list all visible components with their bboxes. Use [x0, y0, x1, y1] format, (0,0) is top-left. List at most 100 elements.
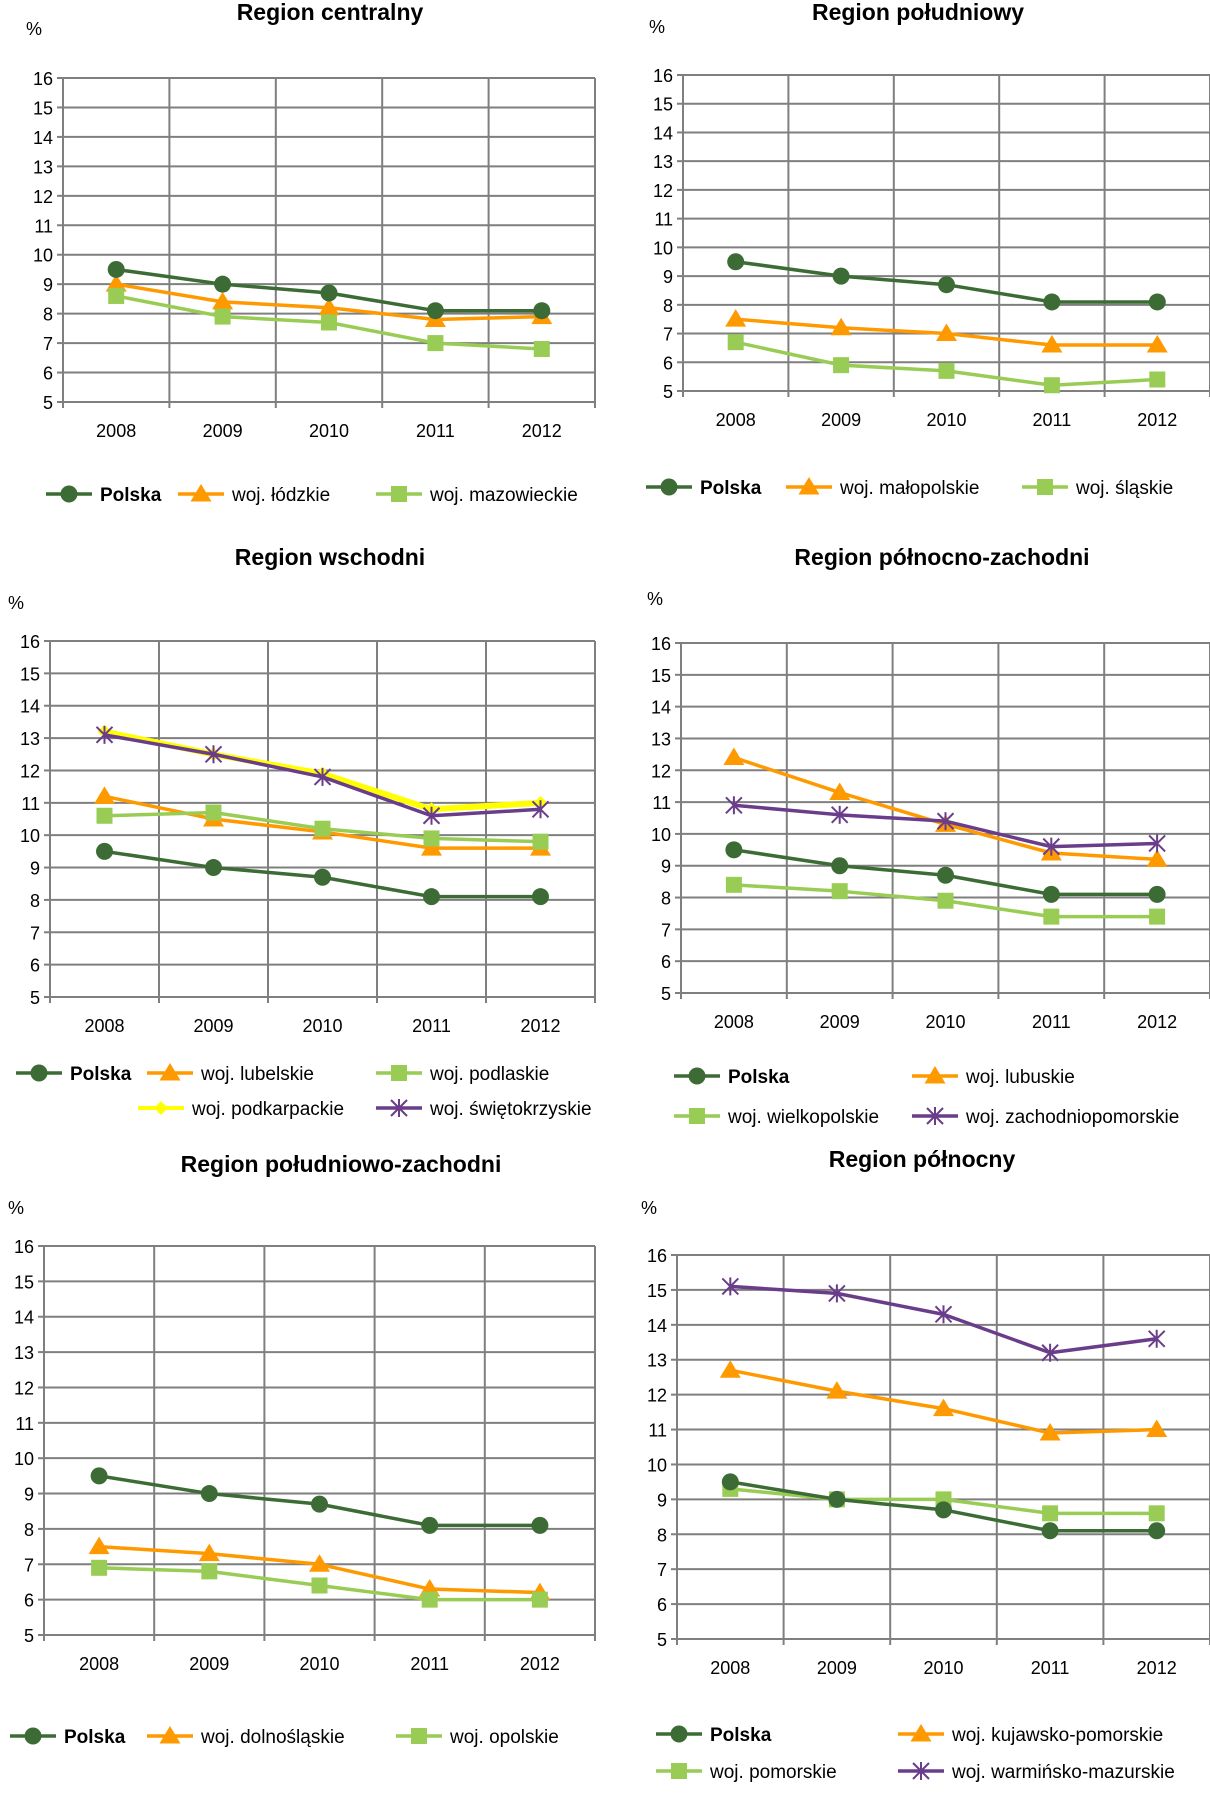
chart-3-legend-label: woj. podlaskie [429, 1064, 549, 1085]
chart-6-series-2-point [1146, 1419, 1168, 1438]
chart-2-series-2-point-shape [725, 309, 747, 327]
chart-3-series-5-point [531, 800, 550, 819]
chart-2-legend-swatch-marker [1037, 479, 1053, 495]
chart-3-legend-item-5: woj. świętokrzyskie [376, 1099, 592, 1120]
chart-1-series-1-point [533, 302, 551, 320]
chart-4-series-2 [723, 747, 1168, 867]
chart-1-legend-swatch-marker-shape [60, 485, 78, 503]
chart-5-legend-swatch-marker [24, 1727, 42, 1745]
chart-1-legend-label: woj. mazowieckie [429, 485, 578, 506]
chart-4-ytick-label: 10 [651, 825, 671, 845]
chart-4-series-3-point [831, 883, 848, 900]
chart-4-ytick-label: 6 [661, 952, 671, 972]
chart-5-ytick-label: 14 [14, 1308, 34, 1328]
chart-4-series-3-point [725, 876, 742, 893]
chart-1-xtick-label: 2011 [416, 421, 455, 441]
chart-2-series-3-point [833, 357, 850, 374]
chart-5-series-1-point-shape [421, 1516, 439, 1534]
chart-1-series-1-point-shape [107, 260, 125, 278]
chart-6-xtick-label: 2012 [1137, 1658, 1177, 1678]
chart-1-xtick-label: 2008 [96, 421, 136, 441]
chart-1-series-2-point [318, 297, 340, 316]
chart-5-series-2-point-shape [198, 1543, 220, 1562]
chart-1-ytick-label: 12 [33, 187, 53, 207]
chart-5-series-1-point-shape [531, 1516, 549, 1534]
chart-2-ytick-label: 9 [663, 267, 673, 287]
chart-4-xtick-label: 2012 [1137, 1012, 1177, 1032]
chart-4-series-2-point-shape [1146, 849, 1168, 867]
chart-6-ytick-label: 7 [657, 1560, 667, 1580]
chart-6-series-2-point-shape [826, 1381, 848, 1399]
chart-3-legend-label: woj. lubelskie [200, 1064, 314, 1085]
chart-5-series-1 [90, 1467, 549, 1534]
chart-6-series-2 [719, 1360, 1168, 1441]
chart-4-xtick-label: 2011 [1032, 1012, 1071, 1032]
chart-4-title: Region północno-zachodni [794, 544, 1089, 570]
chart-6-series-4-point [1147, 1329, 1166, 1348]
chart-6-ytick-label: 15 [647, 1281, 667, 1301]
chart-6-legend-swatch-marker-shape [670, 1725, 688, 1743]
chart-4-series-2-point-shape [723, 747, 745, 766]
chart-5-xtick-label: 2010 [299, 1654, 339, 1674]
chart-1-series-1-point [214, 275, 232, 293]
chart-2-ytick-label: 11 [654, 210, 673, 230]
chart-6-ytick-label: 11 [648, 1421, 667, 1441]
chart-5-series-1-point-shape [90, 1467, 108, 1485]
chart-2-ytick-label: 12 [653, 181, 673, 201]
chart-5-series-3-point [311, 1577, 328, 1594]
chart-5-ytick-label: 11 [15, 1414, 34, 1434]
chart-2-series-2-point-shape [830, 317, 852, 336]
chart-1-ytick-label: 16 [33, 69, 53, 89]
chart-5-legend-item-3: woj. opolskie [396, 1727, 559, 1748]
chart-3-xtick-label: 2008 [84, 1016, 124, 1036]
chart-6-series-2-point-shape [719, 1360, 741, 1378]
chart-5-series-2-point [309, 1554, 330, 1572]
chart-2-legend-item-1: Polska [646, 478, 762, 499]
chart-6-series-2-point-shape [1146, 1419, 1168, 1438]
chart-6-title: Region północny [829, 1146, 1016, 1172]
chart-2-series-1-point [1148, 293, 1166, 311]
chart-1-legend-item-3: woj. mazowieckie [376, 485, 578, 506]
chart-5-legend-item-1: Polska [10, 1727, 126, 1748]
chart-3-series-3-point [96, 807, 113, 824]
chart-2-legend-swatch-marker [660, 478, 678, 496]
chart-1-ytick-label: 13 [33, 157, 53, 177]
chart-3-series-3-point [532, 833, 549, 850]
chart-3-legend-item-4: woj. podkarpackie [138, 1099, 344, 1120]
chart-3-ytick-label: 6 [30, 956, 40, 976]
chart-4-series-1-point-shape [1042, 885, 1060, 903]
chart-1-legend-label: Polska [100, 485, 162, 506]
chart-3-ytick-label: 11 [21, 794, 40, 814]
chart-1-series-1-point [426, 302, 444, 320]
chart-5-legend-swatch-marker-shape [24, 1727, 42, 1745]
chart-6-legend-swatch-marker [671, 1763, 687, 1779]
chart-6-series-2-point [719, 1360, 741, 1378]
chart-4: Region północno-zachodni% 5 6 7 8 9 10 11 12 13 14… [647, 544, 1210, 1128]
chart-2-ytick-label: 13 [653, 152, 673, 172]
chart-3-series-3-point-shape [532, 833, 549, 850]
chart-3-series-1-point-shape [423, 888, 440, 906]
chart-4-series-1-point-shape [937, 866, 954, 884]
chart-4-xtick-label: 2009 [820, 1012, 860, 1032]
chart-4-series-2-point [1146, 849, 1168, 867]
chart-6-legend-label: woj. pomorskie [709, 1762, 837, 1783]
chart-2-series-1-point-shape [1148, 293, 1166, 311]
chart-3-title: Region wschodni [235, 544, 425, 570]
chart-1-series-3-point-shape [321, 314, 337, 331]
chart-4-ytick-label: 5 [661, 984, 671, 1004]
chart-6-legend-item-3: woj. pomorskie [656, 1762, 837, 1783]
chart-3-ytick-label: 10 [20, 826, 40, 846]
chart-6-ytick-label: 14 [647, 1316, 667, 1336]
chart-6-series-4-point [1041, 1343, 1059, 1362]
chart-6-series-4 [721, 1277, 1166, 1362]
chart-2-legend-item-3: woj. śląskie [1022, 478, 1173, 499]
chart-5-series-1-point [200, 1485, 218, 1503]
chart-4-legend-item-2: woj. lubuskie [912, 1066, 1075, 1088]
chart-4-legend-swatch-marker [688, 1067, 706, 1085]
chart-6-series-2-point-shape [1039, 1423, 1061, 1441]
chart-6-series-2-point [933, 1398, 954, 1417]
chart-2-series-3-point [938, 362, 955, 379]
chart-1-series-1 [107, 260, 551, 320]
chart-4-unit-label: % [647, 589, 663, 609]
